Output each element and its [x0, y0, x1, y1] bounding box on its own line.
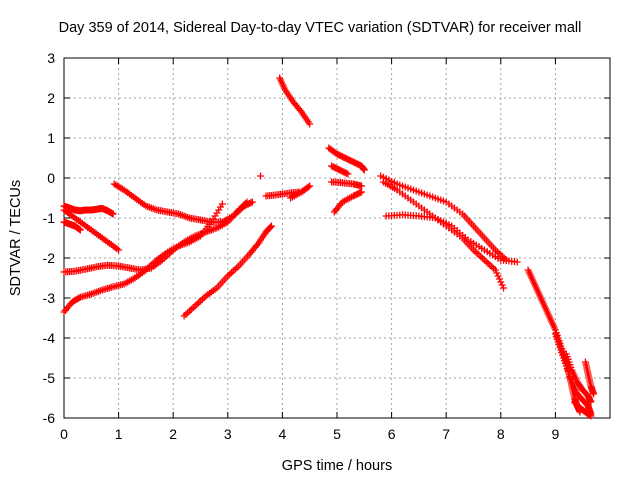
data-point-dense: [75, 225, 83, 233]
data-point: [491, 266, 499, 274]
x-tick-label: 4: [279, 426, 287, 442]
data-point: [587, 398, 595, 406]
data-point: [218, 200, 226, 208]
data-point: [587, 412, 595, 420]
data-point-dense: [296, 106, 304, 114]
data-point-dense: [252, 242, 260, 250]
y-tick-label: -4: [43, 330, 56, 346]
data-point-dense: [497, 278, 505, 286]
chart-title: Day 359 of 2014, Sidereal Day-to-day VTE…: [59, 20, 582, 36]
y-axis-label: SDTVAR / TECUs: [8, 180, 24, 296]
data-point: [257, 172, 265, 180]
data-point-dense: [304, 183, 312, 191]
data-point: [267, 222, 275, 230]
data-point: [344, 170, 352, 178]
data-point: [590, 390, 598, 398]
data-point: [358, 188, 366, 196]
data-point: [248, 198, 256, 206]
x-tick-label: 5: [333, 426, 341, 442]
tick-labels: 0 1 2 3 4 5 6 7 8 9 -6 -5 -4 -3 -2 -1 0 1 2 3: [43, 50, 560, 442]
x-tick-label: 9: [552, 426, 560, 442]
data-point-dense: [247, 199, 255, 207]
data-point: [358, 182, 366, 190]
y-tick-label: 3: [47, 50, 55, 66]
x-tick-label: 6: [388, 426, 396, 442]
data-point-dense: [494, 272, 502, 280]
x-tick-label: 2: [169, 426, 177, 442]
x-axis-label: GPS time / hours: [282, 458, 392, 474]
y-tick-label: 0: [47, 170, 55, 186]
data-point-dense: [75, 294, 83, 302]
y-tick-label: 2: [47, 90, 55, 106]
x-tick-label: 7: [442, 426, 450, 442]
data-point-dense: [343, 169, 351, 177]
y-tick-label: -1: [43, 210, 56, 226]
x-tick-label: 0: [60, 426, 68, 442]
y-tick-label: -3: [43, 290, 56, 306]
axis-ticks: [63, 57, 610, 419]
data-point: [76, 226, 84, 234]
data-point-dense: [586, 411, 594, 419]
data-point: [360, 166, 368, 174]
data-point-dense: [498, 281, 506, 289]
data-point-dense: [356, 189, 364, 197]
x-tick-label: 8: [497, 426, 505, 442]
y-tick-label: 1: [47, 130, 55, 146]
data-point-dense: [493, 269, 501, 277]
data-point-dense: [267, 223, 275, 231]
x-tick-label: 3: [224, 426, 232, 442]
data-marks: [60, 74, 598, 420]
x-tick-label: 1: [115, 426, 123, 442]
data-point-dense: [495, 275, 503, 283]
y-tick-label: -5: [43, 370, 56, 386]
y-tick-label: -6: [43, 410, 56, 426]
y-tick-label: -2: [43, 250, 56, 266]
data-point: [500, 284, 508, 292]
data-point: [306, 120, 314, 128]
data-point: [109, 210, 117, 218]
data-point: [115, 246, 123, 254]
data-point: [513, 258, 521, 266]
data-point: [306, 182, 314, 190]
